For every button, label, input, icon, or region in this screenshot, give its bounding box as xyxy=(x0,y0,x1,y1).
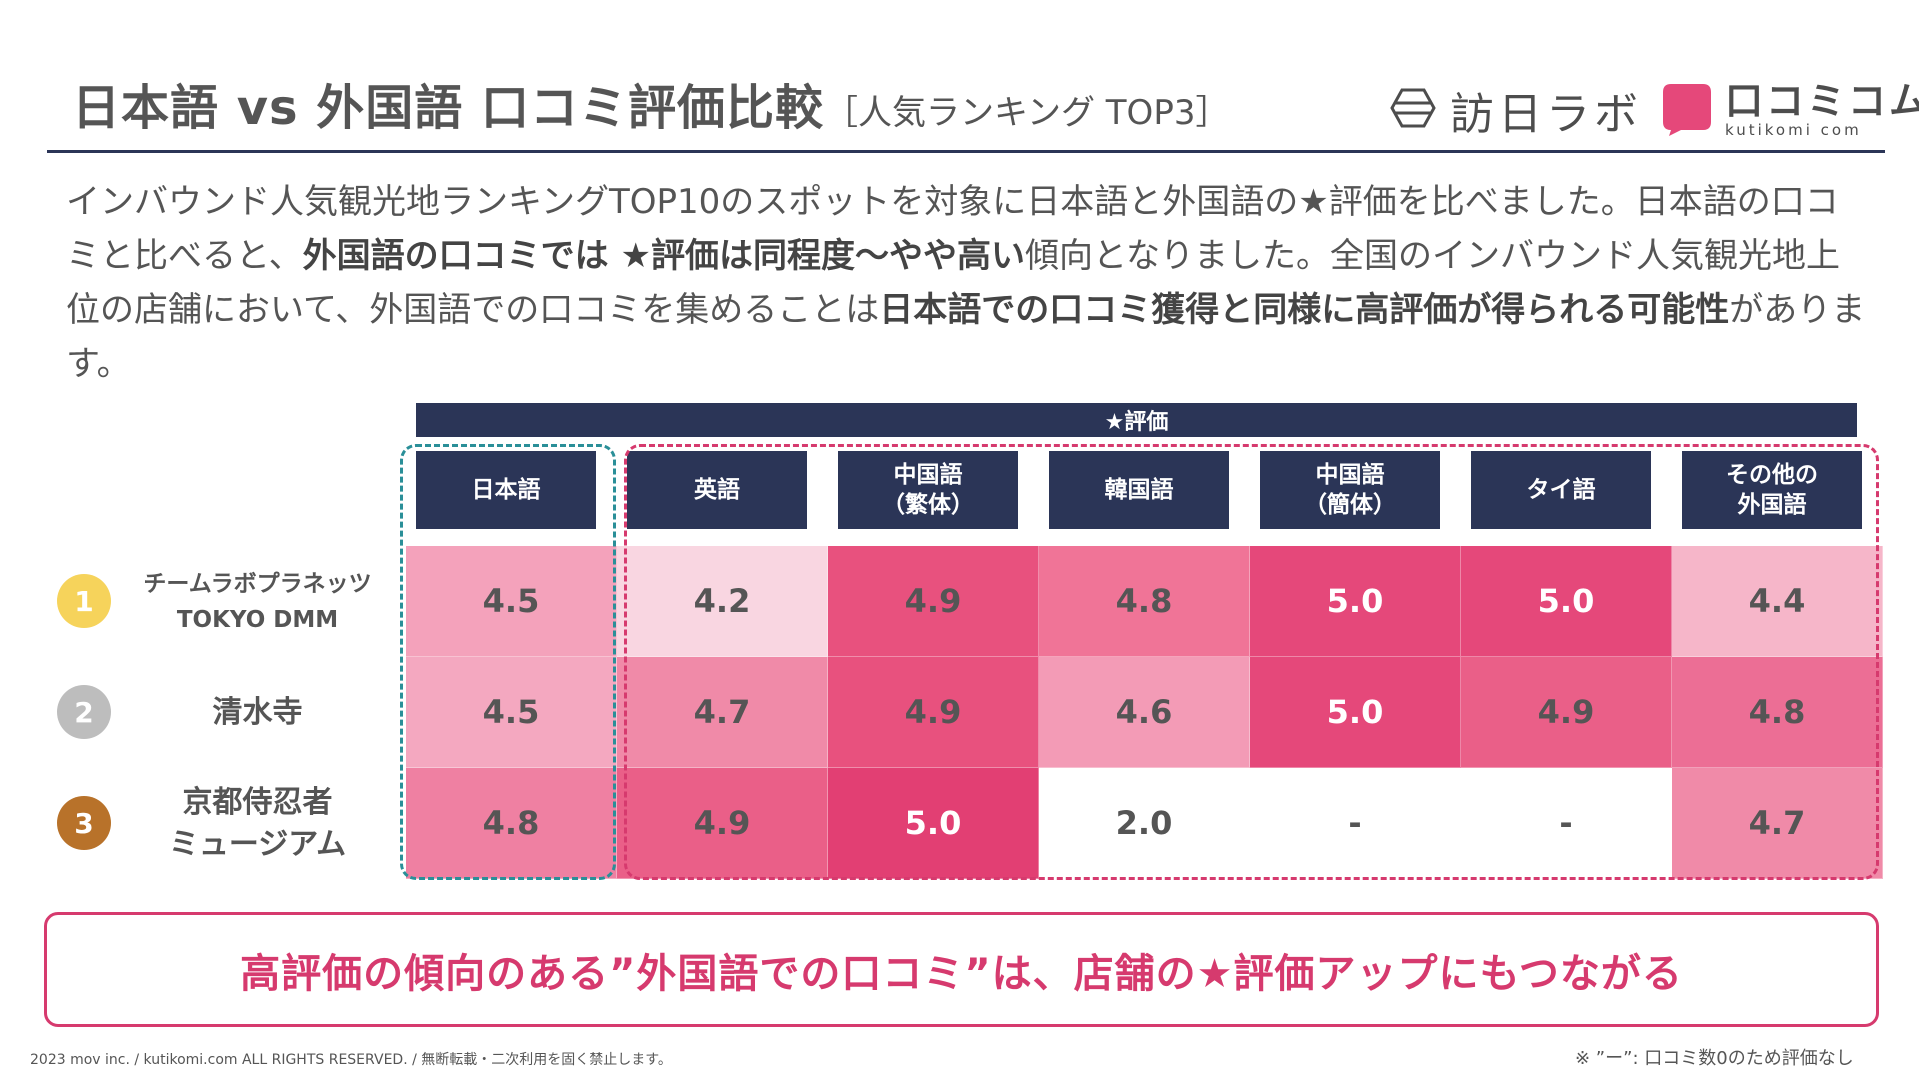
rank-badge: 2 xyxy=(57,685,111,739)
rating-cell: 4.5 xyxy=(406,657,617,768)
conclusion-callout: 高評価の傾向のある”外国語での口コミ”は、店舗の★評価アップにもつながる xyxy=(44,912,1879,1027)
column-header: 中国語 （簡体） xyxy=(1260,451,1440,529)
rank-badge: 1 xyxy=(57,574,111,628)
rating-cell: 4.9 xyxy=(828,657,1039,768)
kutikomi-com-logo: 口コミコム kutikomi com xyxy=(1663,80,1919,140)
rating-cell: 4.8 xyxy=(1672,657,1883,768)
title-main: 日本語 vs 外国語 口コミ評価比較 xyxy=(72,80,824,136)
page-title: 日本語 vs 外国語 口コミ評価比較［人気ランキング TOP3］ xyxy=(72,68,1229,138)
copyright-notice: 2023 mov inc. / kutikomi.com ALL RIGHTS … xyxy=(30,1052,672,1068)
column-header: その他の 外国語 xyxy=(1682,451,1862,529)
rating-cell: 4.4 xyxy=(1672,546,1883,657)
honichi-lab-logo: 訪日ラボ xyxy=(1390,80,1642,140)
japanese-column-frame xyxy=(400,444,616,880)
speech-bubble-logo-icon xyxy=(1663,84,1711,136)
rating-cell: - xyxy=(1250,768,1461,879)
rank-badge: 3 xyxy=(57,796,111,850)
spot-name: チームラボプラネッツ TOKYO DMM xyxy=(143,570,372,633)
intro-paragraph: インバウンド人気観光地ランキングTOP10のスポットを対象に日本語と外国語の★評… xyxy=(66,175,1866,391)
honichi-lab-wordmark: 訪日ラボ xyxy=(1450,89,1642,140)
column-header: 韓国語 xyxy=(1049,451,1229,529)
kutikomi-wordmark-en: kutikomi com xyxy=(1725,121,1862,139)
rating-cell: 4.9 xyxy=(617,768,828,879)
rating-cell: 5.0 xyxy=(1250,657,1461,768)
conclusion-text: 高評価の傾向のある”外国語での口コミ”は、店舗の★評価アップにもつながる xyxy=(240,950,1683,997)
rating-cell: 2.0 xyxy=(1039,768,1250,879)
footnote: ※ ”ー”: 口コミ数0のため評価なし xyxy=(1575,1048,1854,1069)
rating-cell: 4.7 xyxy=(617,657,828,768)
intro-text-1: インバウンド人気観光地ランキングTOP10のスポットを対象に日本語と外国語の★評… xyxy=(66,182,1839,276)
column-header: 英語 xyxy=(627,451,807,529)
intro-bold-1: 外国語の口コミでは ★評価は同程度〜やや高い xyxy=(302,236,1025,276)
kutikomi-wordmark-jp: 口コミコム xyxy=(1725,79,1919,123)
rating-cell: 4.5 xyxy=(406,546,617,657)
hexagon-logo-icon xyxy=(1390,88,1436,132)
rating-cell: 5.0 xyxy=(828,768,1039,879)
rating-cell: 4.2 xyxy=(617,546,828,657)
rating-cell: 4.9 xyxy=(1461,657,1672,768)
column-header: タイ語 xyxy=(1471,451,1651,529)
star-rating-header: ★評価 xyxy=(416,403,1857,437)
intro-text-3: があります。 xyxy=(66,290,1866,384)
spot-name: 京都侍忍者 ミュージアム xyxy=(168,784,347,862)
rating-cell: 4.9 xyxy=(828,546,1039,657)
rating-cell: 4.7 xyxy=(1672,768,1883,879)
kutikomi-wordmark: 口コミコム kutikomi com xyxy=(1725,82,1919,138)
rating-cell: 4.8 xyxy=(1039,546,1250,657)
column-header: 中国語 （繁体） xyxy=(838,451,1018,529)
column-header: 日本語 xyxy=(416,451,596,529)
rating-cell: 5.0 xyxy=(1250,546,1461,657)
title-subtitle: ［人気ランキング TOP3］ xyxy=(824,93,1230,133)
rating-cell: 4.6 xyxy=(1039,657,1250,768)
intro-bold-2: 日本語での口コミ獲得と同様に高評価が得られる可能性 xyxy=(879,290,1730,330)
foreign-columns-frame xyxy=(624,444,1879,880)
intro-text-2: 傾向となりました。全国のインバウンド人気観光地上位の店舗において、外国語での口コ… xyxy=(66,236,1840,330)
header-divider xyxy=(47,150,1885,153)
rating-cell: 5.0 xyxy=(1461,546,1672,657)
spot-name: 清水寺 xyxy=(212,694,303,730)
